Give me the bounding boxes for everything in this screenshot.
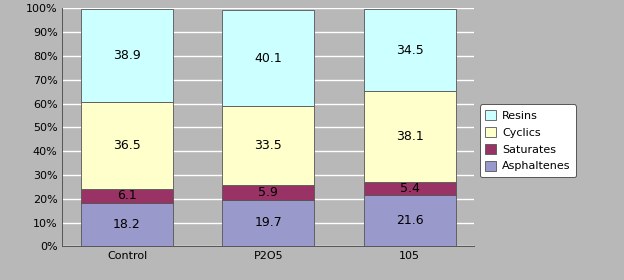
Text: 21.6: 21.6: [396, 214, 424, 227]
Bar: [81, 9, 173, 102]
Bar: [222, 106, 314, 185]
Bar: [81, 203, 173, 246]
Bar: [364, 9, 456, 92]
Text: 18.2: 18.2: [113, 218, 141, 231]
Text: 33.5: 33.5: [255, 139, 282, 152]
Bar: [81, 188, 173, 203]
Bar: [364, 92, 456, 182]
Text: 40.1: 40.1: [255, 52, 282, 64]
Bar: [364, 195, 456, 246]
Legend: Resins, Cyclics, Saturates, Asphaltenes: Resins, Cyclics, Saturates, Asphaltenes: [480, 104, 576, 177]
Bar: [81, 102, 173, 188]
Bar: [364, 182, 456, 195]
Text: 5.4: 5.4: [399, 182, 419, 195]
Text: 5.9: 5.9: [258, 186, 278, 199]
Text: 34.5: 34.5: [396, 44, 424, 57]
Text: 36.5: 36.5: [113, 139, 141, 152]
Bar: [222, 10, 314, 106]
Text: 19.7: 19.7: [255, 216, 282, 229]
Bar: [222, 185, 314, 200]
Bar: [222, 200, 314, 246]
Text: 38.1: 38.1: [396, 130, 424, 143]
Text: 6.1: 6.1: [117, 189, 137, 202]
Text: 38.9: 38.9: [113, 49, 141, 62]
